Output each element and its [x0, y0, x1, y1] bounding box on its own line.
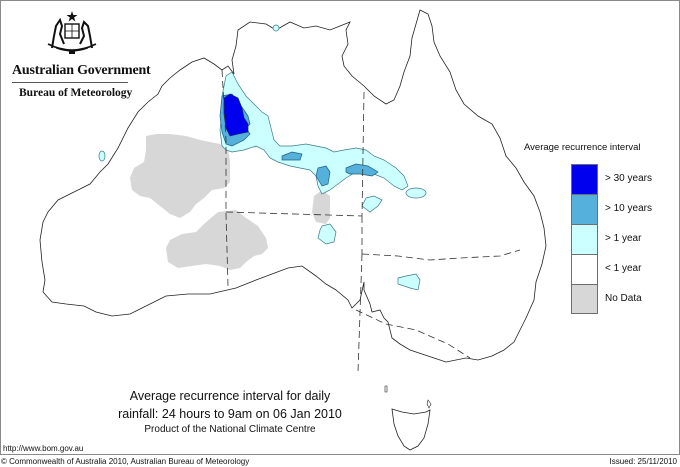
no-data-region-wa-north	[130, 134, 230, 218]
legend-title: Average recurrence interval	[524, 142, 641, 153]
legend-label: < 1 year	[605, 263, 642, 274]
mainland-outline	[39, 9, 547, 363]
border-nt-sa	[225, 211, 363, 217]
government-title: Australian Government	[12, 63, 151, 78]
aris-1yr-patch-wa-coast	[98, 150, 106, 162]
legend-swatch	[571, 284, 598, 314]
legend-swatch	[571, 164, 598, 194]
border-wa	[221, 69, 229, 287]
caption-product: Product of the National Climate Centre	[144, 424, 316, 435]
caption-title-line1: Average recurrence interval for daily	[129, 389, 331, 403]
no-data-region-nt-sa	[312, 190, 330, 224]
aris-1yr-band-main	[219, 71, 409, 195]
caption-title-line2: rainfall: 24 hours to 9am on 06 Jan 2010	[118, 407, 342, 421]
border-nt-qld	[361, 91, 365, 217]
aris-1yr-patch-sa	[317, 223, 337, 245]
aris-10yr-qld-west	[345, 163, 379, 177]
aris-10yr-nt-central	[315, 165, 331, 187]
issued-date: Issued: 25/11/2010	[609, 457, 677, 466]
legend-label: > 10 years	[605, 203, 652, 214]
legend-label: No Data	[605, 293, 642, 304]
border-sa-nsw-vic	[357, 253, 363, 373]
aris-10yr-nt-band	[281, 151, 303, 161]
aris-1yr-patch-qld-east	[405, 187, 427, 199]
bom-url-link[interactable]: http://www.bom.gov.au	[3, 444, 84, 453]
legend-swatch	[571, 194, 598, 224]
aris-30yr-kimberley	[223, 93, 249, 137]
border-nsw-vic	[355, 309, 471, 359]
border-qld-nsw	[361, 249, 521, 261]
agency-name: Bureau of Meteorology	[19, 87, 133, 99]
legend-swatch	[571, 224, 598, 254]
no-data-region-wa-south	[166, 210, 268, 270]
logo-divider	[12, 82, 128, 83]
copyright-notice: © Commonwealth of Australia 2010, Austra…	[1, 457, 250, 466]
tasmania-outline	[391, 408, 431, 451]
aris-1yr-patch-top-end	[272, 24, 280, 32]
australia-map	[39, 9, 547, 451]
legend-swatch	[571, 254, 598, 284]
legend-label: > 30 years	[605, 173, 652, 184]
coat-of-arms-icon	[47, 11, 97, 54]
legend-label: > 1 year	[605, 233, 642, 244]
aris-1yr-patch-nsw	[397, 273, 421, 291]
map-caption: Average recurrence interval for daily ra…	[100, 387, 360, 437]
